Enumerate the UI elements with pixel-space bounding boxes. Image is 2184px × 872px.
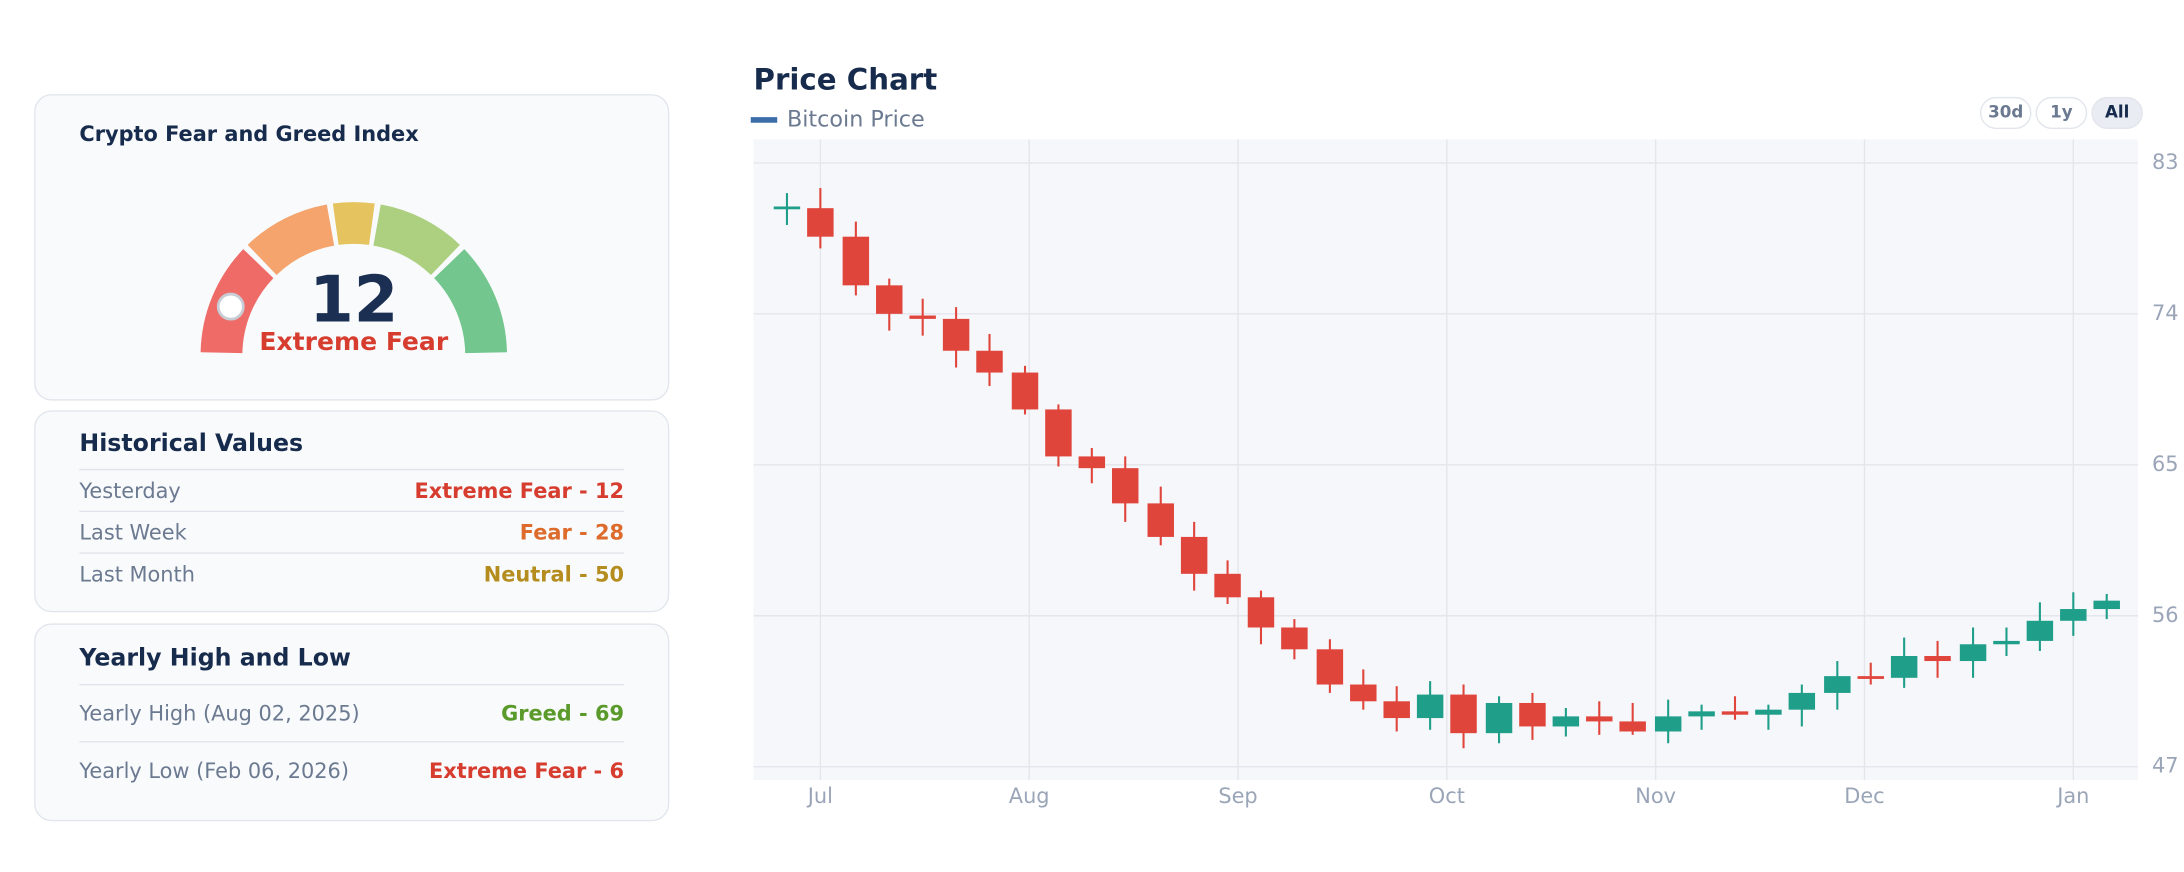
y-tick-label: 74: [2152, 301, 2179, 325]
row-value: Extreme Fear - 12: [414, 479, 624, 503]
candle-body: [1755, 709, 1782, 715]
row-label: Last Month: [79, 562, 195, 586]
x-tick-label: Sep: [1218, 784, 1257, 808]
y-tick-label: 65: [2152, 452, 2179, 476]
candle-body: [1450, 694, 1477, 734]
candle-body: [909, 315, 936, 319]
row-label: Yearly High (Aug 02, 2025): [78, 702, 359, 726]
range-button[interactable]: [1979, 96, 2032, 129]
candle-body: [1350, 684, 1377, 702]
x-tick-label: Nov: [1635, 784, 1676, 808]
gauge-card: [34, 94, 670, 401]
candle-body: [1416, 694, 1444, 719]
candle-body: [1147, 503, 1174, 537]
y-tick-label: 56: [2152, 603, 2179, 627]
gauge-segment: [332, 202, 375, 245]
y-tick-label: 47: [2152, 754, 2179, 778]
gauge-title: Crypto Fear and Greed Index: [79, 122, 419, 146]
candle-body: [1383, 701, 1410, 719]
candle-body: [1788, 692, 1816, 710]
candle-body: [976, 350, 1003, 373]
row-label: Yesterday: [78, 479, 180, 503]
x-tick-label: Dec: [1844, 784, 1884, 808]
chart-title: Price Chart: [754, 62, 938, 96]
candle-body: [1247, 597, 1275, 628]
candle-body: [1552, 716, 1580, 727]
gauge-pointer: [216, 292, 245, 321]
gauge-label: Extreme Fear: [259, 327, 448, 356]
candle-body: [1824, 676, 1851, 693]
candle-body: [842, 236, 870, 286]
candle-body: [1180, 536, 1208, 574]
candle-body: [876, 285, 903, 314]
candle-body: [1890, 656, 1918, 678]
gauge-segment: [373, 204, 460, 275]
candle-body: [807, 208, 834, 237]
x-tick-label: Aug: [1009, 784, 1050, 808]
row-value: Neutral - 50: [484, 562, 624, 586]
row-value: Greed - 69: [501, 702, 624, 726]
candle-body: [1112, 468, 1139, 504]
candle-body: [2026, 620, 2054, 641]
gauge-value: 12: [309, 263, 398, 337]
range-button-label[interactable]: 1y: [2050, 101, 2073, 121]
candle-body: [1485, 702, 1513, 734]
row-label: Yearly Low (Feb 06, 2026): [78, 759, 349, 783]
legend-label: Bitcoin Price: [787, 106, 925, 132]
candle-body: [1721, 711, 1749, 715]
candle-body: [942, 318, 970, 351]
candle-body: [1993, 640, 2020, 645]
range-button[interactable]: [2035, 96, 2088, 129]
x-tick-label: Jan: [2055, 784, 2089, 808]
range-button-label[interactable]: All: [2105, 101, 2129, 121]
range-button[interactable]: [2091, 96, 2143, 129]
candle-body: [1011, 372, 1039, 410]
candle-body: [1959, 644, 1987, 662]
row-value: Extreme Fear - 6: [429, 759, 624, 783]
candle-body: [1519, 702, 1546, 727]
history-title: Historical Values: [79, 429, 303, 457]
y-tick-label: 83: [2152, 150, 2179, 174]
candle-body: [1619, 721, 1646, 732]
plot-area: [753, 139, 2139, 781]
candle-body: [1924, 656, 1951, 662]
candle-body: [2093, 600, 2120, 610]
candle-body: [1654, 716, 1682, 732]
candle-body: [1688, 711, 1715, 717]
row-value: Fear - 28: [520, 521, 624, 545]
gauge-segment: [247, 204, 335, 275]
x-tick-label: Oct: [1429, 784, 1465, 808]
candle-body: [1078, 456, 1106, 469]
candle-body: [1586, 716, 1613, 722]
candle-body: [1316, 649, 1344, 685]
yearly-card: [34, 623, 670, 822]
x-tick-label: Jul: [806, 784, 833, 808]
candle-body: [1045, 409, 1072, 457]
yearly-title: Yearly High and Low: [78, 643, 351, 671]
range-button-label[interactable]: 30d: [1988, 101, 2023, 121]
candle-body: [773, 206, 801, 210]
gauge-segment: [434, 249, 507, 354]
candle-body: [1281, 627, 1308, 650]
candle-body: [1857, 676, 1884, 679]
candle-body: [2060, 609, 2087, 621]
candle-body: [1214, 573, 1241, 598]
row-label: Last Week: [79, 521, 187, 545]
